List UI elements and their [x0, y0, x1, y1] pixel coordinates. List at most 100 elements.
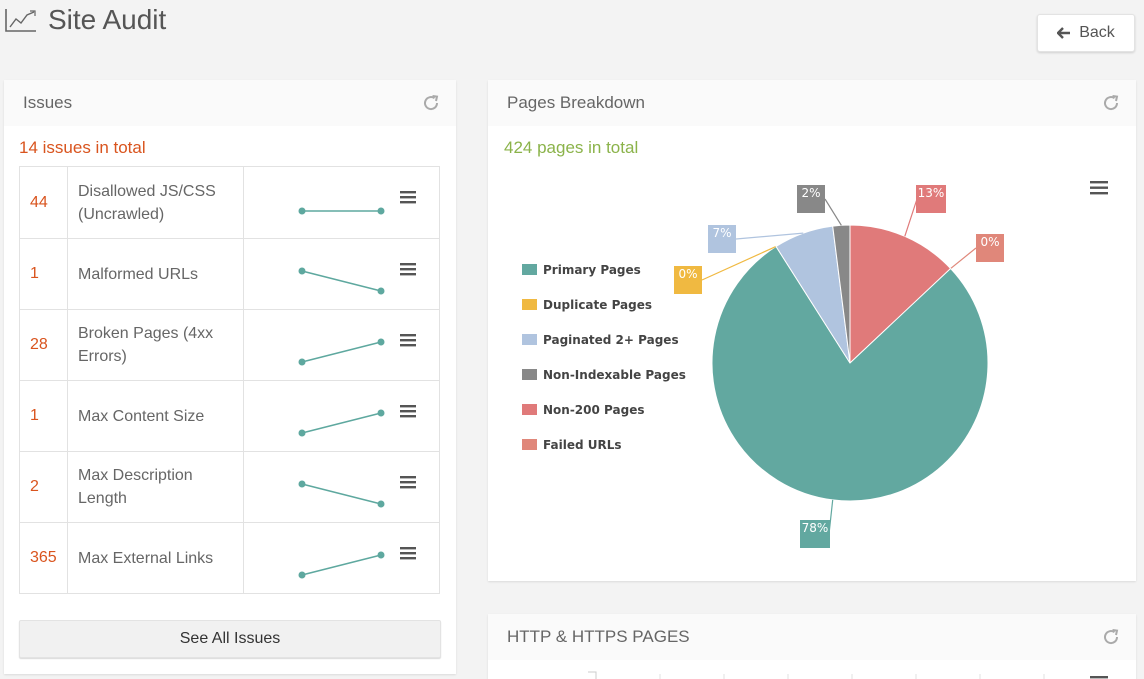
- legend-label: Non-Indexable Pages: [543, 367, 686, 382]
- page-title: Site Audit: [48, 4, 167, 35]
- sparkline-point: [377, 500, 385, 508]
- legend-swatch: [522, 404, 537, 415]
- legend-label: Paginated 2+ Pages: [543, 332, 679, 347]
- legend-item[interactable]: Non-Indexable Pages: [522, 357, 686, 392]
- back-button-label: Back: [1079, 24, 1115, 41]
- issues-panel: Issues 14 issues in total 44 Disallowed J…: [4, 80, 456, 674]
- sparkline-point: [298, 358, 306, 366]
- sparkline-point: [377, 287, 385, 295]
- pie-label-connector: [904, 198, 918, 237]
- chart-legend: Primary Pages Duplicate Pages Paginated 2+…: [522, 252, 686, 462]
- refresh-icon[interactable]: [1102, 94, 1120, 112]
- legend-label: Primary Pages: [543, 262, 641, 277]
- issue-row[interactable]: 1 Malformed URLs: [20, 238, 439, 309]
- pie-label-connector: [701, 245, 777, 281]
- pie-data-label: 0%: [980, 235, 999, 249]
- sparkline-line: [301, 270, 382, 292]
- refresh-icon[interactable]: [1102, 628, 1120, 646]
- legend-swatch: [522, 334, 537, 345]
- pie-label-box: [797, 185, 825, 213]
- issue-trend: [244, 239, 439, 309]
- pie-label-connector: [735, 232, 804, 240]
- sparkline-point: [298, 267, 306, 275]
- legend-item[interactable]: Non-200 Pages: [522, 392, 686, 427]
- issues-panel-header: Issues: [4, 80, 456, 126]
- pie-data-label: 2%: [801, 186, 820, 200]
- legend-item[interactable]: Duplicate Pages: [522, 287, 686, 322]
- sparkline-point: [298, 207, 306, 215]
- pie-data-label: 78%: [802, 521, 829, 535]
- pages-breakdown-panel: Pages Breakdown 424 pages in total 13% 0%…: [488, 80, 1136, 581]
- issue-row[interactable]: 1 Max Content Size: [20, 380, 439, 451]
- legend-swatch: [522, 369, 537, 380]
- sparkline: [298, 409, 385, 437]
- pie-label-box: [916, 185, 946, 213]
- issue-trend: [244, 381, 439, 451]
- pie-label-connector: [824, 198, 842, 226]
- issue-name: Broken Pages (4xx Errors): [68, 310, 244, 380]
- issue-count: 365: [20, 523, 68, 593]
- sparkline: [298, 480, 385, 508]
- sparkline-point: [377, 409, 385, 417]
- pie-label-box: [800, 520, 830, 548]
- legend-item[interactable]: Paginated 2+ Pages: [522, 322, 686, 357]
- back-button[interactable]: Back: [1037, 14, 1135, 52]
- sparkline-line: [301, 483, 382, 505]
- pie-label-box: [976, 234, 1004, 262]
- issue-name: Max Content Size: [68, 381, 244, 451]
- issue-trend: [244, 523, 439, 593]
- sparkline-point: [377, 207, 385, 215]
- issue-trend: [244, 167, 439, 238]
- issues-total: 14 issues in total: [19, 138, 146, 157]
- issue-row[interactable]: 2 Max Description Length: [20, 451, 439, 522]
- pie-slice: [849, 224, 952, 365]
- issue-row[interactable]: 44 Disallowed JS/CSS (Uncrawled): [20, 167, 439, 238]
- arrow-left-icon: [1057, 27, 1071, 39]
- sparkline-line: [301, 412, 382, 434]
- sparkline: [298, 338, 385, 366]
- pages-panel-header: Pages Breakdown: [488, 80, 1136, 126]
- legend-label: Duplicate Pages: [543, 297, 653, 312]
- pages-panel-title: Pages Breakdown: [507, 93, 645, 112]
- http-chart-gridlines: [588, 671, 1108, 679]
- issues-panel-title: Issues: [23, 93, 73, 112]
- legend-label: Failed URLs: [543, 437, 622, 452]
- legend-swatch: [522, 264, 537, 275]
- sparkline-point: [298, 429, 306, 437]
- legend-swatch: [522, 439, 537, 450]
- pie-label-connector: [950, 247, 977, 269]
- sparkline: [298, 551, 385, 579]
- issue-count: 1: [20, 239, 68, 309]
- sparkline-line: [301, 341, 382, 363]
- issue-row[interactable]: 28 Broken Pages (4xx Errors): [20, 309, 439, 380]
- sparkline-point: [377, 338, 385, 346]
- issue-trend: [244, 310, 439, 380]
- pie-data-label: 7%: [712, 226, 731, 240]
- page-header: Site Audit Back: [0, 0, 1144, 70]
- legend-item[interactable]: Failed URLs: [522, 427, 686, 462]
- http-panel-title: HTTP & HTTPS PAGES: [507, 627, 690, 646]
- hamburger-menu-icon[interactable]: [1090, 181, 1108, 195]
- issue-count: 1: [20, 381, 68, 451]
- issue-count: 44: [20, 167, 68, 238]
- sparkline-point: [298, 571, 306, 579]
- chart-line-icon: [4, 7, 38, 33]
- sparkline-point: [298, 480, 306, 488]
- legend-swatch: [522, 299, 537, 310]
- pie-data-label: 13%: [918, 186, 945, 200]
- pie-label-box: [708, 225, 736, 253]
- issue-count: 2: [20, 452, 68, 522]
- sparkline-line: [301, 554, 382, 576]
- see-all-issues-button[interactable]: See All Issues: [19, 620, 441, 658]
- http-panel-header: HTTP & HTTPS PAGES: [488, 614, 1136, 660]
- issue-name: Max Description Length: [68, 452, 244, 522]
- refresh-icon[interactable]: [422, 94, 440, 112]
- http-https-panel: HTTP & HTTPS PAGES: [488, 614, 1136, 679]
- pages-pie-chart: 13% 0% 78% 0% 7% 2%: [674, 185, 1004, 548]
- legend-item[interactable]: Primary Pages: [522, 252, 686, 287]
- issue-row[interactable]: 365 Max External Links: [20, 522, 439, 593]
- issue-trend: [244, 452, 439, 522]
- sparkline: [298, 207, 385, 215]
- page-title-group: Site Audit: [4, 4, 166, 36]
- issue-name: Disallowed JS/CSS (Uncrawled): [68, 167, 244, 238]
